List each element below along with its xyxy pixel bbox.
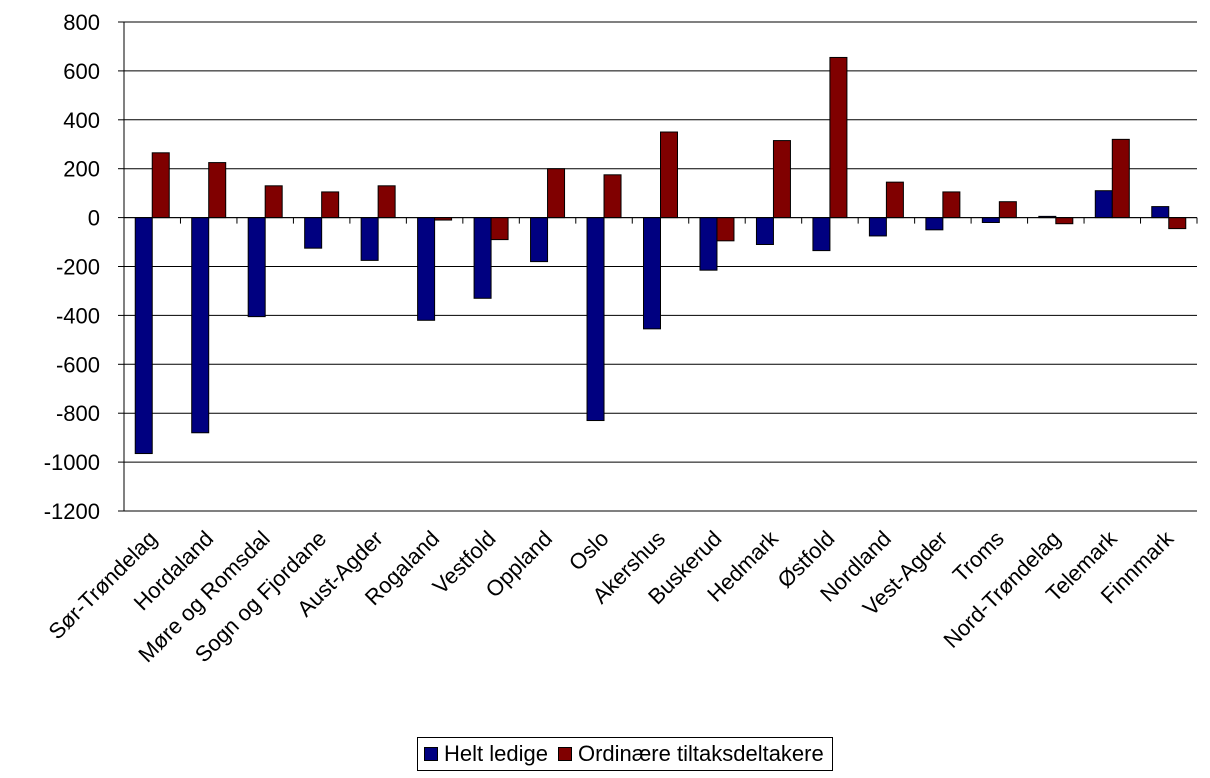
bar-ordinaere [885,181,904,219]
bar-ordinaere [772,140,791,219]
bar-ordinaere [829,56,848,219]
y-tick-label: 400 [63,108,100,133]
legend-label-helt-ledige: Helt ledige [444,741,548,766]
legend-swatch-helt-ledige [424,747,438,761]
bar-helt-ledige [360,217,379,261]
bar-helt-ledige [925,217,944,231]
legend: Helt ledige Ordinære tiltaksdeltakere [417,737,833,771]
y-tick-label: -800 [56,401,100,426]
bar-ordinaere [1111,138,1130,219]
bar-ordinaere [264,185,283,219]
y-tick-label: -600 [56,352,100,377]
bar-helt-ledige [530,217,549,263]
legend-item-helt-ledige: Helt ledige [424,741,548,767]
bar-ordinaere [942,191,961,219]
bar-helt-ledige [304,217,323,249]
bar-ordinaere [1055,217,1074,225]
y-tick-label: -1200 [44,499,100,524]
bar-ordinaere [490,217,509,241]
bar-ordinaere [1168,217,1187,230]
bar-helt-ledige [643,217,661,330]
legend-item-ordinaere: Ordinære tiltaksdeltakere [557,741,824,767]
x-tick-label: Oslo [564,526,614,576]
bar-helt-ledige [755,217,774,245]
bar-helt-ledige [191,217,210,434]
y-tick-label: 800 [63,10,100,35]
bar-marks [134,56,1187,455]
axes [118,21,1198,512]
y-tick-label: 600 [63,59,100,84]
bar-helt-ledige [699,217,718,271]
legend-label-ordinaere: Ordinære tiltaksdeltakere [577,741,824,766]
bar-ordinaere [208,162,227,219]
bar-helt-ledige [1151,206,1170,219]
bar-ordinaere [998,201,1017,219]
bar-ordinaere [547,168,566,219]
bar-ordinaere [603,174,622,219]
y-tick-label: -200 [56,255,100,280]
bar-helt-ledige [247,217,266,318]
bar-helt-ledige [586,217,605,422]
bar-helt-ledige [868,217,887,237]
y-tick-labels: 800 600 400 200 0 -200 -400 -600 -800 -1000 -1200 [44,10,100,524]
bar-helt-ledige [812,217,831,252]
y-tick-label: -1000 [44,450,100,475]
legend-swatch-ordinaere [557,747,572,761]
bar-helt-ledige [473,217,492,299]
y-tick-label: -400 [56,303,100,328]
bar-ordinaere [377,185,396,219]
bar-ordinaere [716,217,735,242]
bar-ordinaere [321,191,340,219]
bar-helt-ledige [134,217,153,455]
bar-ordinaere [151,152,170,219]
bar-helt-ledige [981,217,1000,223]
y-tick-label: 200 [63,157,100,182]
bar-helt-ledige [1094,190,1113,219]
bar-ordinaere [660,131,678,219]
bar-helt-ledige [417,217,436,321]
y-tick-label: 0 [88,206,100,231]
